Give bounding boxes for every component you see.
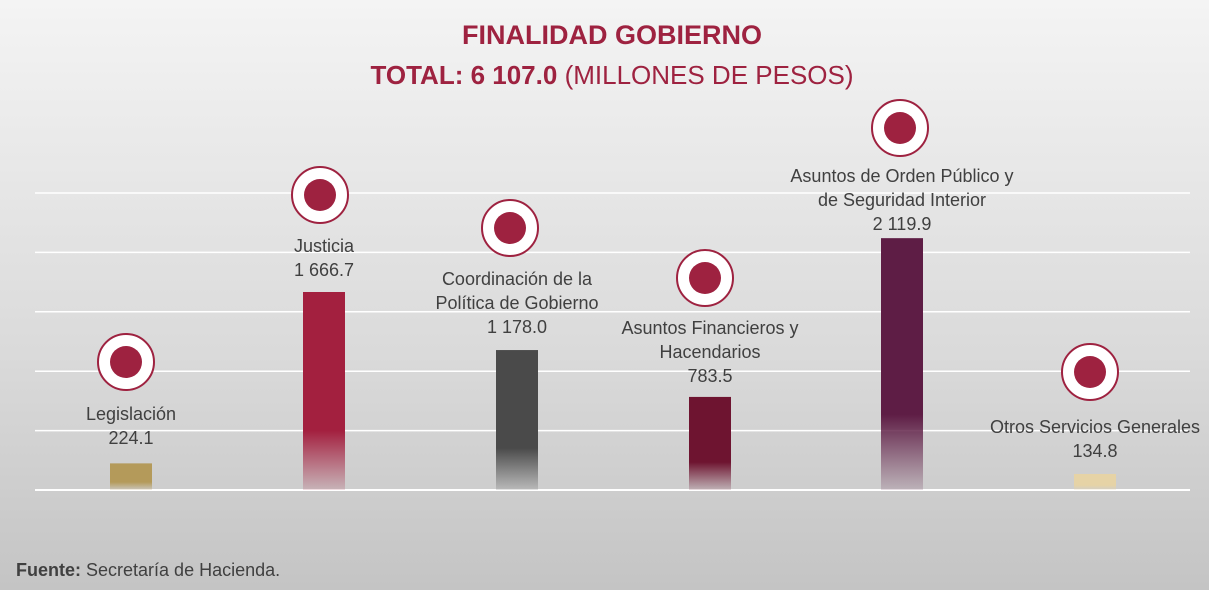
bar bbox=[1074, 473, 1116, 490]
bar bbox=[689, 396, 731, 490]
source-label: Fuente: bbox=[16, 560, 81, 580]
source-text: Secretaría de Hacienda. bbox=[86, 560, 281, 580]
bar bbox=[496, 350, 538, 490]
value-label: 783.5 bbox=[687, 366, 733, 386]
value-label: 134.8 bbox=[1072, 441, 1118, 461]
category-label: Coordinación de la Política de Gobierno bbox=[435, 269, 599, 313]
value-label: 2 119.9 bbox=[872, 214, 932, 234]
subtitle-unit: (MILLONES DE PESOS) bbox=[565, 60, 854, 90]
icon-glyph bbox=[304, 179, 336, 211]
icon-glyph bbox=[689, 262, 721, 294]
bar bbox=[110, 463, 152, 490]
chart-subtitle: TOTAL: 6 107.0 (MILLONES DE PESOS) bbox=[370, 60, 853, 90]
icon-glyph bbox=[884, 112, 916, 144]
icon-glyph bbox=[110, 346, 142, 378]
source: Fuente: Secretaría de Hacienda. bbox=[16, 560, 280, 581]
value-label: 1 666.7 bbox=[293, 260, 355, 280]
category-label: Legislación bbox=[85, 404, 177, 424]
category-label: Otros Servicios Generales bbox=[989, 417, 1201, 437]
chart-title: FINALIDAD GOBIERNO bbox=[462, 20, 762, 50]
icon-glyph bbox=[494, 212, 526, 244]
subtitle-total: TOTAL: 6 107.0 bbox=[370, 60, 557, 90]
category-label: Justicia bbox=[293, 236, 355, 256]
category-label: Asuntos de Orden Público y de Seguridad … bbox=[790, 166, 1014, 210]
bar bbox=[881, 238, 923, 490]
value-label: 224.1 bbox=[108, 428, 154, 448]
icon-glyph bbox=[1074, 356, 1106, 388]
value-label: 1 178.0 bbox=[486, 317, 548, 337]
category-label: Asuntos Financieros y Hacendarios bbox=[621, 318, 799, 362]
bar bbox=[303, 291, 345, 490]
